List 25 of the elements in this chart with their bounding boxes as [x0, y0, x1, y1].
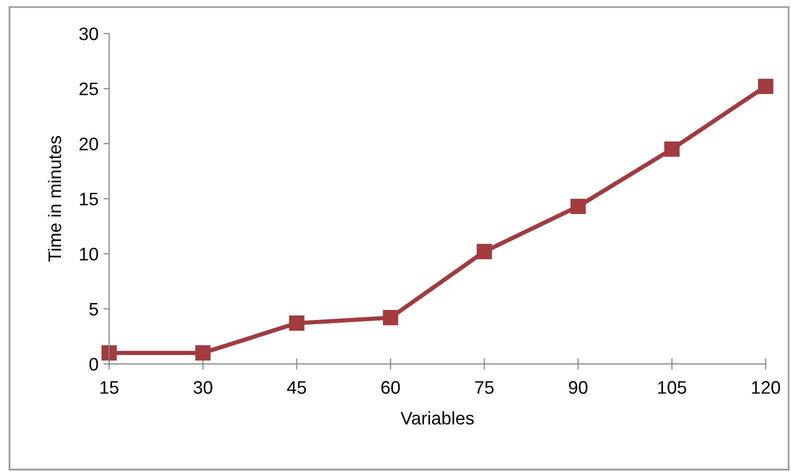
x-tick-label: 120 — [752, 381, 780, 394]
x-tick-label: 15 — [100, 381, 118, 394]
y-tick-label: 25 — [80, 82, 98, 96]
point — [758, 78, 774, 94]
point — [570, 198, 586, 214]
point — [664, 142, 680, 157]
point — [382, 310, 398, 326]
y-tick-label: 15 — [80, 192, 98, 206]
y-tick-label: 10 — [80, 248, 98, 260]
x-tick-label: 45 — [287, 381, 306, 394]
x-tick-label: 75 — [475, 381, 494, 394]
point — [102, 345, 117, 361]
y-tick-label: 30 — [79, 27, 98, 40]
x-tick-label: 30 — [194, 381, 212, 394]
y-tick-label: 5 — [89, 302, 98, 316]
point — [195, 345, 211, 361]
x-axis-title: Variables — [400, 411, 474, 425]
point — [289, 316, 304, 331]
y-tick-label: 20 — [80, 138, 98, 150]
y-tick-label: 0 — [89, 358, 98, 371]
x-tick-label: 60 — [381, 381, 400, 394]
x-tick-label: 90 — [568, 381, 588, 394]
point — [476, 244, 492, 260]
y-axis-title: Time in minutes — [48, 136, 62, 262]
x-tick-label: 105 — [658, 381, 686, 394]
